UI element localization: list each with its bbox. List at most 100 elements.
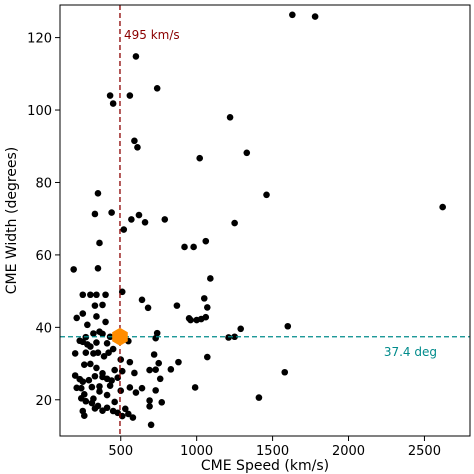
data-point [128, 216, 135, 223]
data-point [103, 404, 111, 412]
data-point [125, 410, 132, 418]
y-axis-label: CME Width (degrees) [4, 147, 20, 295]
data-point [82, 397, 90, 405]
data-point [106, 382, 114, 389]
data-point [207, 275, 214, 282]
data-point [126, 358, 134, 366]
highlight-point [112, 327, 128, 346]
data-point [161, 216, 169, 223]
data-point [87, 360, 94, 368]
data-point [94, 265, 102, 272]
data-point [147, 421, 155, 429]
reference-lines-layer: 495 km/s 37.4 deg [60, 5, 470, 436]
x-axis-label: CME Speed (km/s) [201, 458, 329, 474]
data-point [79, 378, 87, 385]
data-point [138, 296, 146, 304]
data-point [141, 219, 149, 226]
data-point [71, 350, 79, 357]
data-point [144, 304, 152, 312]
data-point [70, 266, 77, 273]
data-point [203, 353, 211, 361]
data-point [71, 372, 79, 379]
data-point [102, 318, 109, 326]
points-layer [70, 11, 446, 429]
data-point [202, 237, 210, 245]
width-reference-label: 37.4 deg [384, 345, 437, 359]
data-point [120, 226, 128, 233]
data-point [132, 389, 140, 396]
data-point [93, 313, 100, 320]
data-point [167, 366, 175, 373]
data-point [80, 361, 88, 368]
data-point [126, 92, 134, 99]
data-point [289, 11, 296, 19]
data-point [117, 356, 125, 363]
data-point [226, 113, 234, 121]
y-tick-label: 100 [27, 104, 52, 119]
data-point [79, 291, 87, 299]
data-point [191, 384, 199, 391]
data-point [96, 388, 103, 395]
data-point [203, 304, 211, 311]
data-point [88, 383, 96, 391]
x-tick-label: 500 [108, 444, 133, 459]
data-point [281, 368, 289, 376]
data-point [87, 343, 94, 350]
data-point [91, 405, 99, 412]
data-point [126, 384, 134, 391]
data-point [91, 372, 99, 380]
data-point [82, 349, 90, 356]
data-point [158, 399, 166, 406]
data-point [155, 359, 163, 367]
data-point [135, 211, 143, 219]
y-tick-label: 20 [35, 394, 52, 409]
data-point [439, 203, 446, 211]
data-point [146, 403, 153, 410]
data-point [131, 369, 138, 377]
data-point [181, 243, 188, 251]
data-point [108, 209, 115, 216]
plot-frame [59, 4, 471, 437]
data-point [153, 85, 161, 92]
x-axis-ticks: 500 1000 1500 2000 2500 [108, 436, 441, 459]
y-tick-label: 120 [27, 32, 52, 47]
y-axis-ticks: 20 40 60 80 100 120 [27, 32, 60, 409]
data-point [77, 384, 85, 392]
data-point [150, 351, 158, 358]
highlight-layer [112, 327, 128, 346]
data-point [84, 321, 91, 329]
x-tick-label: 2000 [332, 444, 365, 459]
data-point [105, 349, 112, 356]
data-point [187, 316, 194, 324]
data-point [103, 339, 111, 347]
data-point [129, 414, 137, 421]
data-point [175, 358, 182, 366]
data-point [102, 291, 109, 299]
data-point [152, 334, 159, 342]
data-point [117, 387, 125, 395]
data-point [237, 325, 245, 333]
data-point [152, 387, 159, 394]
data-point [173, 302, 181, 309]
data-point [131, 137, 138, 145]
data-point [100, 353, 108, 360]
data-point [111, 366, 118, 374]
data-point [91, 302, 99, 309]
data-point [103, 391, 111, 399]
data-point [231, 333, 238, 341]
y-tick-label: 80 [35, 176, 52, 191]
data-point [87, 291, 94, 299]
data-point [90, 350, 97, 357]
data-point [190, 243, 197, 251]
data-point [93, 339, 100, 346]
x-tick-label: 1500 [256, 444, 289, 459]
data-point [80, 412, 88, 420]
data-point [90, 330, 97, 337]
data-point [263, 191, 270, 199]
data-point [99, 301, 106, 309]
data-point [108, 377, 115, 384]
y-tick-label: 60 [35, 249, 52, 264]
data-point [94, 190, 102, 197]
data-point [138, 384, 146, 392]
